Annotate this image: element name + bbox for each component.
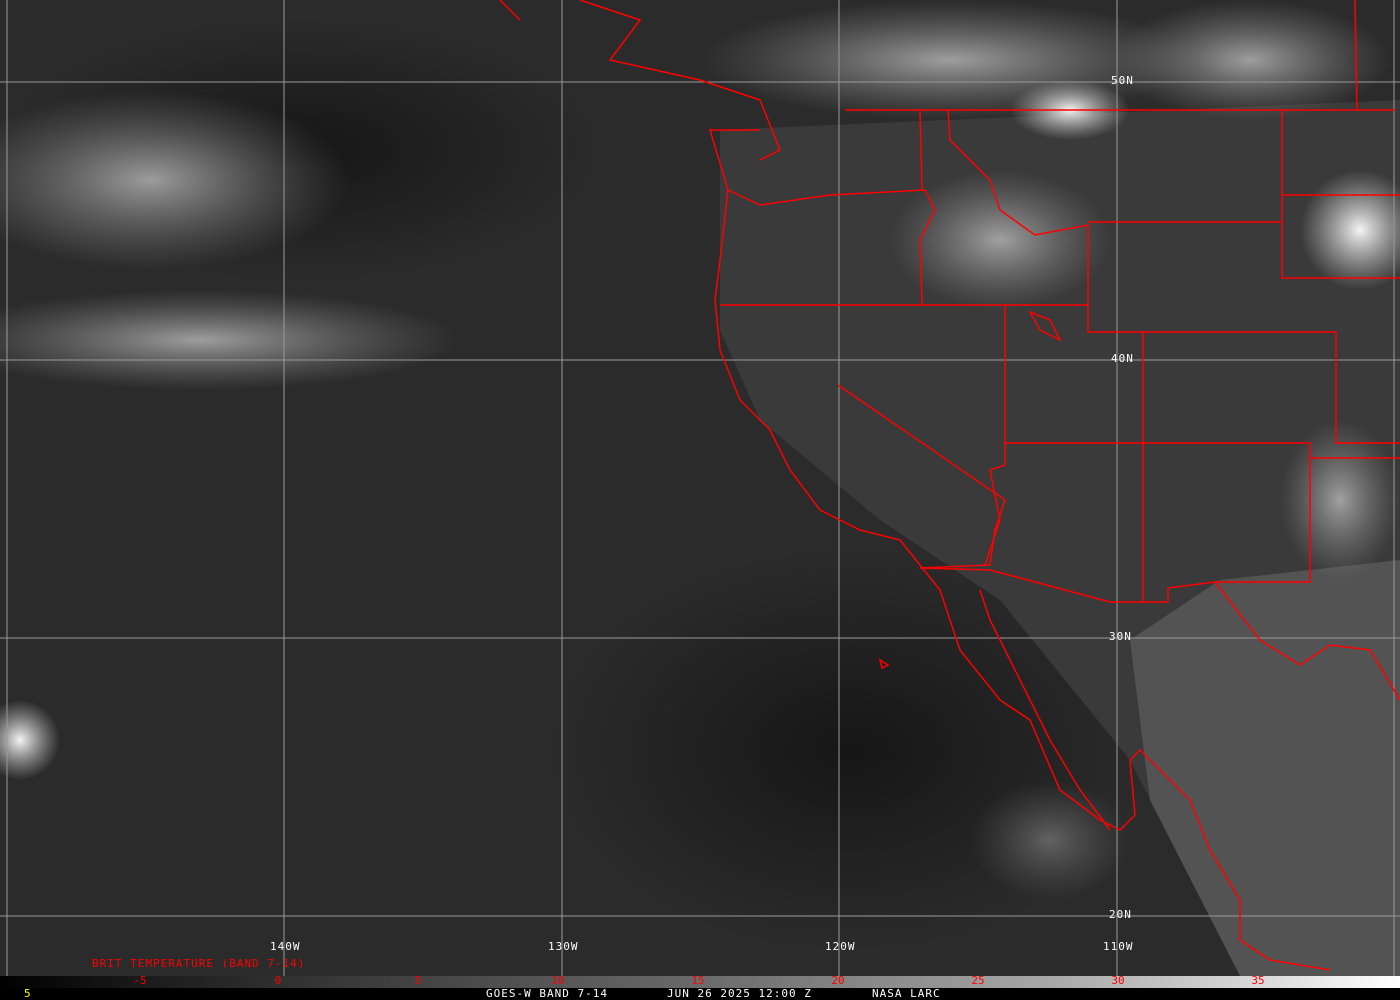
legend-title: BRIT TEMPERATURE (BAND 7-14): [92, 957, 306, 970]
satellite-image: [0, 0, 1400, 976]
scale-tick: 0: [274, 974, 282, 987]
latitude-label: 50N: [1111, 74, 1134, 87]
political-borders: [499, 0, 1400, 971]
datetime-label: JUN 26 2025 12:00 Z: [667, 987, 812, 1000]
source-label: NASA LARC: [872, 987, 941, 1000]
color-scale-bar: -5 0 5 10 15 20 25 30 35: [0, 974, 1400, 988]
longitude-label: 120W: [825, 940, 856, 953]
longitude-label: 110W: [1103, 940, 1134, 953]
scale-tick: 35: [1251, 974, 1265, 987]
scale-tick: 25: [971, 974, 985, 987]
scale-tick: 5: [414, 974, 422, 987]
scale-tick: 10: [551, 974, 565, 987]
footer-bar: 5 GOES-W BAND 7-14 JUN 26 2025 12:00 Z N…: [0, 987, 1400, 1000]
latitude-label: 40N: [1111, 352, 1134, 365]
latitude-label: 30N: [1109, 630, 1132, 643]
longitude-label: 140W: [270, 940, 301, 953]
scale-tick: -5: [133, 974, 147, 987]
scale-left-value: 5: [24, 987, 32, 1000]
product-label: GOES-W BAND 7-14: [486, 987, 608, 1000]
scale-tick: 15: [691, 974, 705, 987]
longitude-label: 130W: [548, 940, 579, 953]
scale-tick: 20: [831, 974, 845, 987]
latitude-label: 20N: [1109, 908, 1132, 921]
scale-tick: 30: [1111, 974, 1125, 987]
